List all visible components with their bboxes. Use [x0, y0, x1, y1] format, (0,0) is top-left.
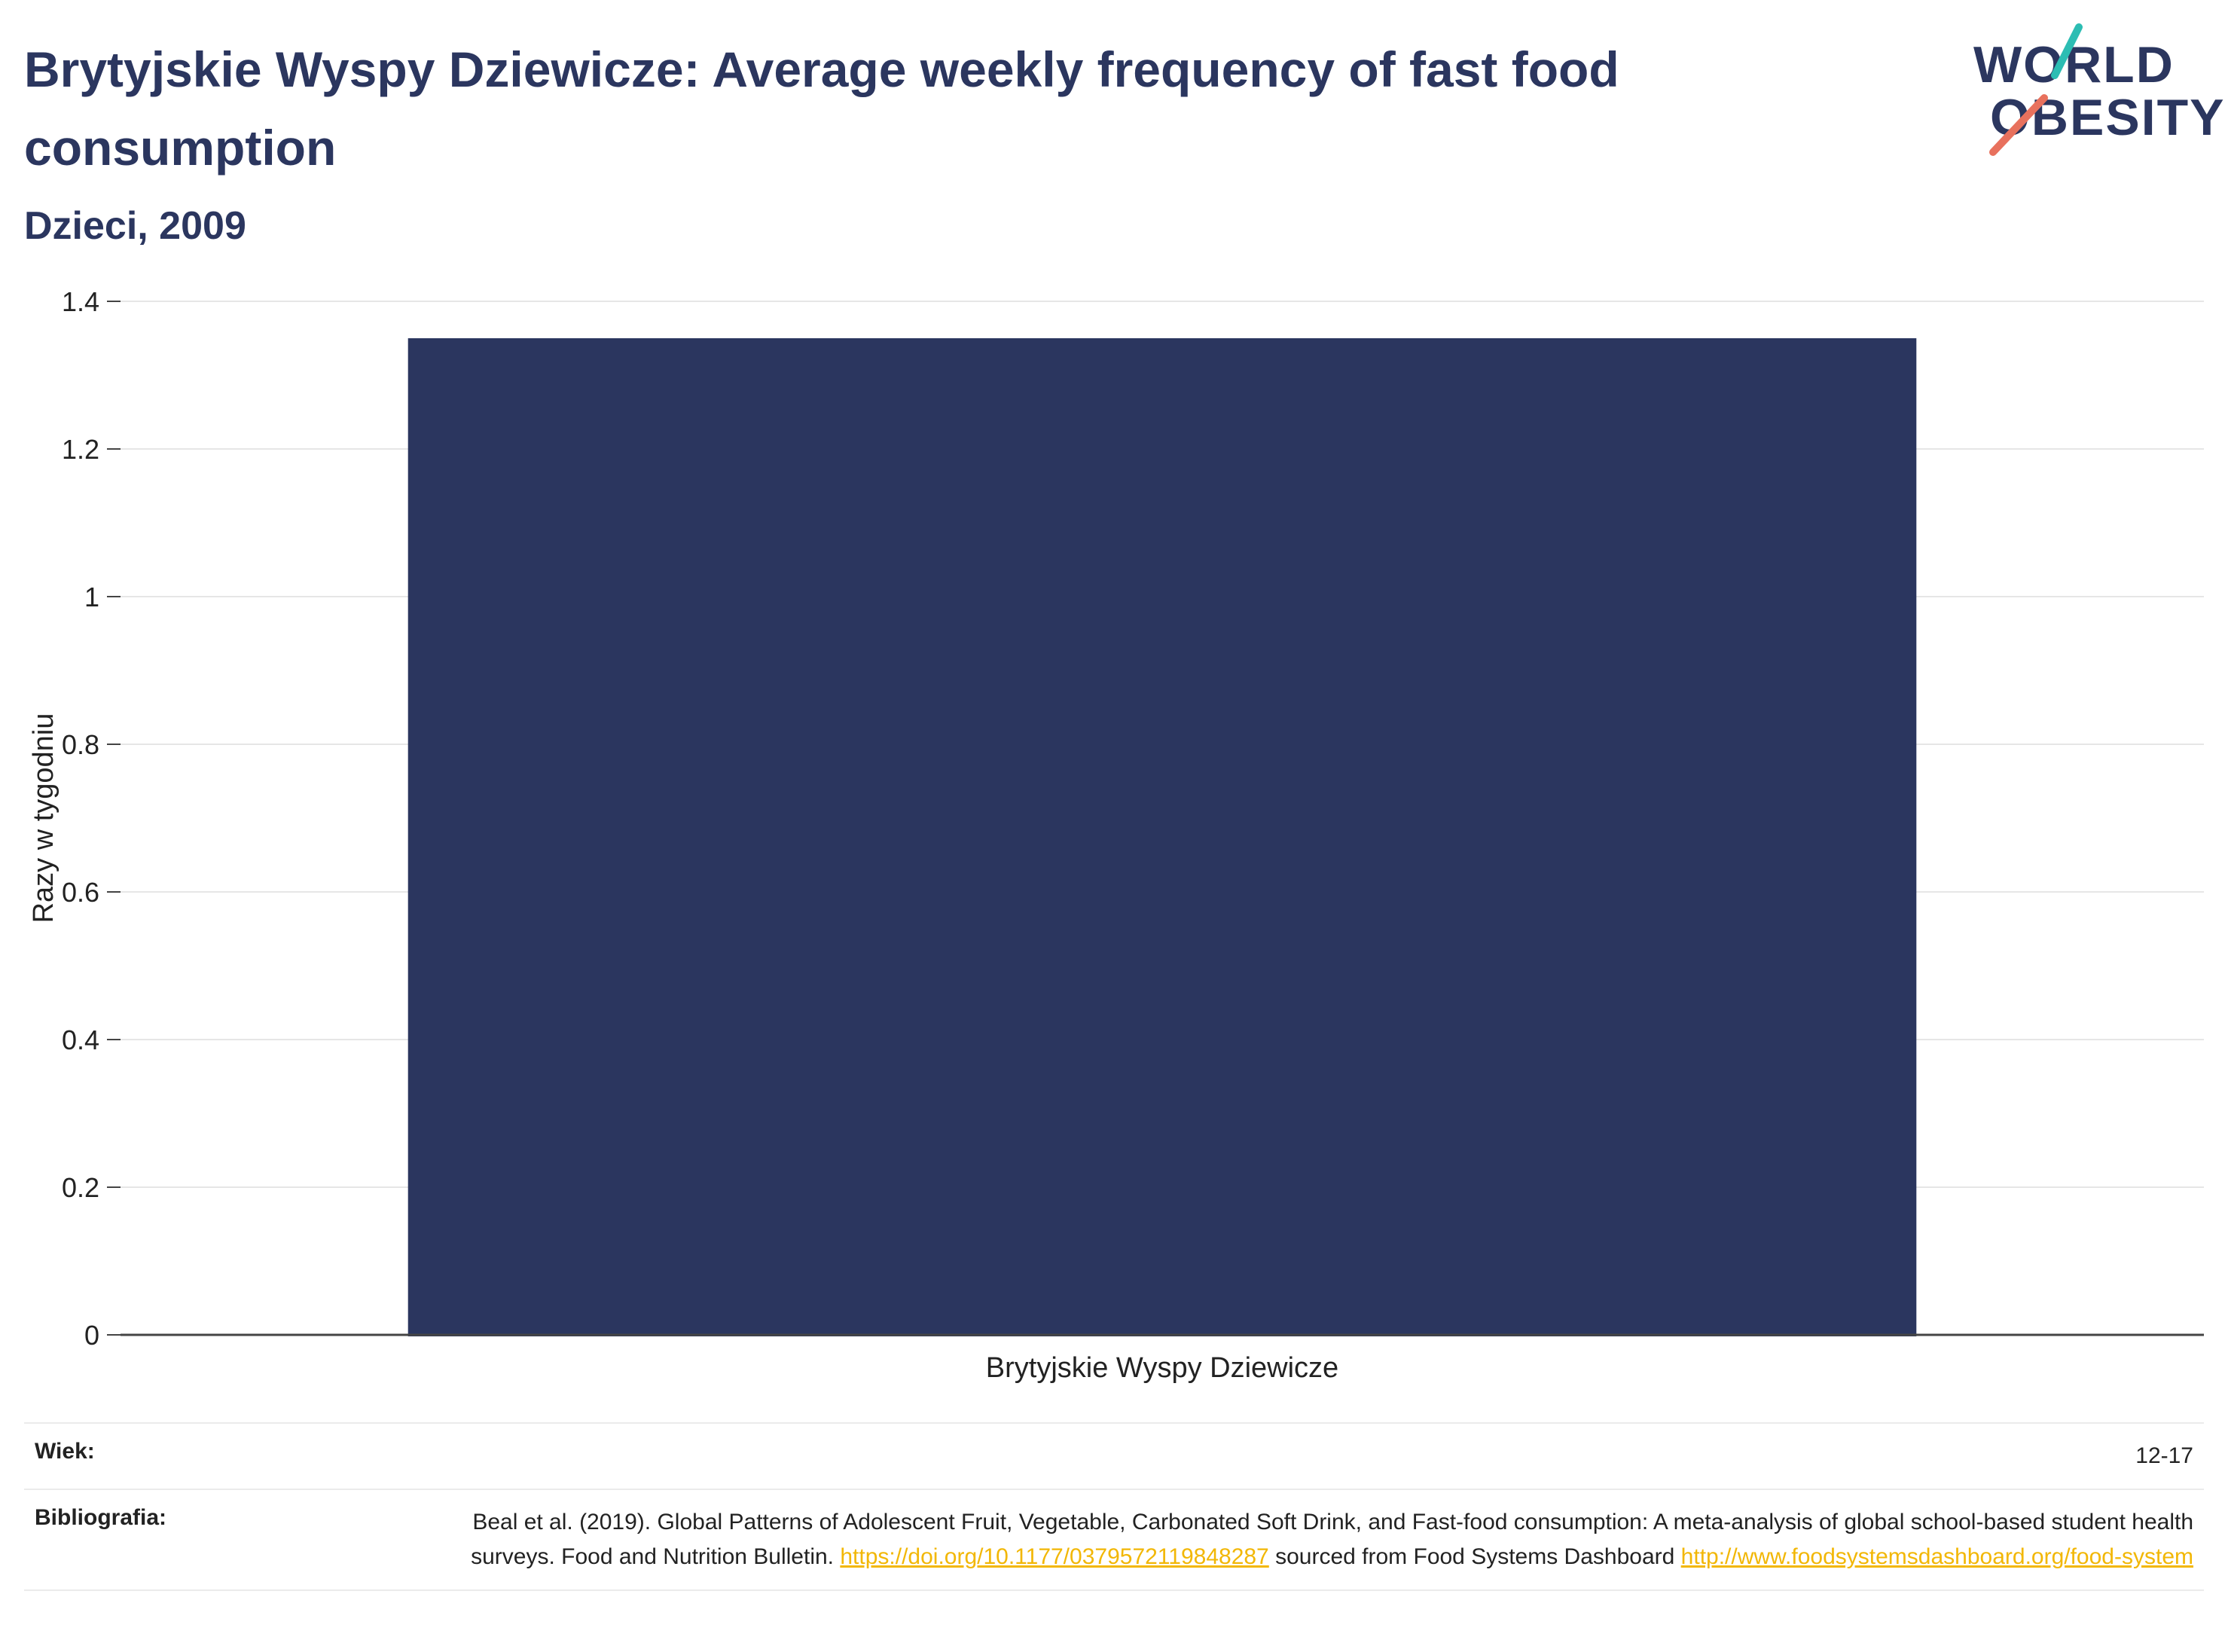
age-value: 12-17: [2135, 1443, 2193, 1468]
y-tick-label: 0.2: [62, 1172, 99, 1203]
logo-slash-icon: [1989, 23, 2083, 156]
age-row: Wiek: 12-17: [24, 1422, 2204, 1489]
age-label: Wiek:: [35, 1439, 95, 1464]
logo-word-world: WORLD: [1973, 36, 2175, 93]
y-tick-label: 0.8: [62, 729, 99, 760]
metadata-table: Wiek: 12-17 Bibliografia: Beal et al. (2…: [24, 1422, 2204, 1591]
y-axis-ticks: 0 0.2 0.4 0.6 0.8 1 1.2 1.4: [62, 286, 121, 1351]
world-obesity-logo: WORLD OBESITY: [1973, 23, 2224, 158]
bibliography-row: Bibliografia: Beal et al. (2019). Global…: [24, 1489, 2204, 1591]
bar-chart: 0 0.2 0.4 0.6 0.8 1 1.2 1.4 Brytyjskie Wyspy Dz…: [28, 286, 2204, 1384]
y-tick-label: 1.2: [62, 434, 99, 465]
bibliography-source: sourced from Food Systems Dashboard: [1275, 1544, 1675, 1569]
bibliography-label: Bibliografia:: [35, 1505, 167, 1530]
chart-title: Brytyjskie Wyspy Dziewicze: Average week…: [24, 41, 1619, 176]
doi-link[interactable]: https://doi.org/10.1177/0379572119848287: [840, 1544, 1269, 1569]
y-tick-label: 0: [84, 1320, 99, 1351]
y-axis-label: Razy w tygodniu: [28, 713, 60, 924]
y-tick-label: 0.4: [62, 1024, 99, 1055]
bars: [407, 338, 1917, 1336]
food-systems-dashboard-link[interactable]: http://www.foodsystemsdashboard.org/food…: [1680, 1544, 2193, 1569]
y-tick-label: 1: [84, 582, 99, 612]
bibliography-text: Beal et al. (2019). Global Patterns of A…: [461, 1505, 2193, 1574]
x-tick-label: Brytyjskie Wyspy Dziewicze: [986, 1352, 1338, 1384]
bar[interactable]: [407, 338, 1917, 1336]
y-tick-label: 1.4: [62, 286, 99, 317]
x-axis-ticks: Brytyjskie Wyspy Dziewicze: [986, 1352, 1338, 1384]
chart-subtitle: Dzieci, 2009: [24, 204, 246, 248]
y-tick-label: 0.6: [62, 877, 99, 908]
bibliography-citation: Beal et al. (2019). Global Patterns of A…: [471, 1510, 2193, 1569]
